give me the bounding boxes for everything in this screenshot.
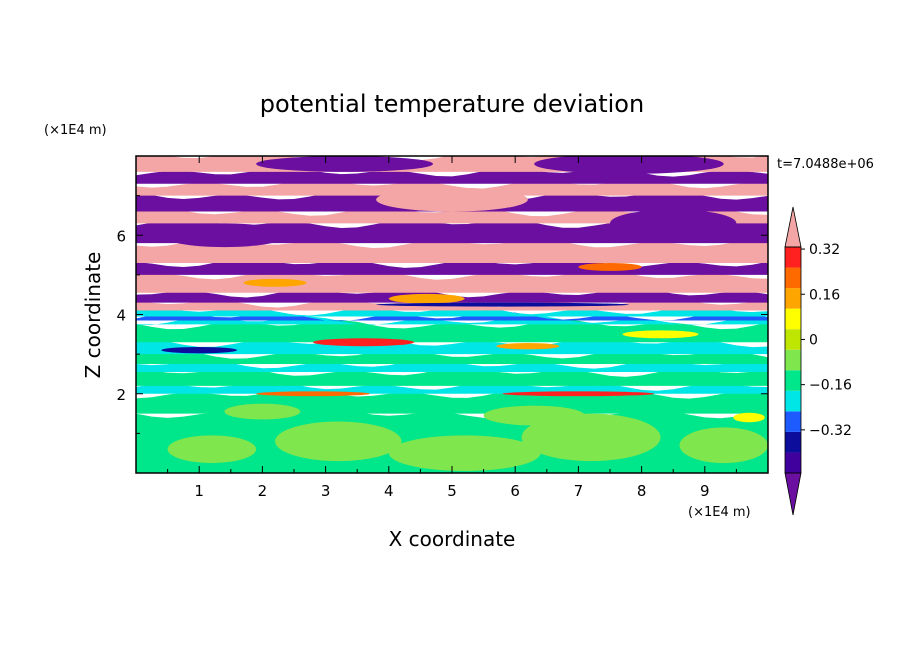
contour-band: [136, 305, 768, 317]
y-tick-label: 6: [116, 227, 126, 245]
contour-patch: [733, 412, 765, 423]
contour-band: [136, 319, 768, 343]
contour-patch: [161, 223, 288, 248]
x-unit-label: (×1E4 m): [688, 505, 751, 520]
contour-patch: [256, 391, 370, 397]
colorbar-extend-low: [784, 472, 802, 516]
chart-title: potential temperature deviation: [260, 90, 644, 118]
colorbar-swatch: [785, 370, 801, 391]
colorbar-swatch: [785, 452, 801, 473]
contour-patch: [376, 187, 528, 212]
contour-patch: [312, 338, 415, 347]
x-tick-label: 2: [258, 482, 268, 500]
colorbar-frame: [784, 246, 802, 474]
contour-patch: [224, 403, 301, 420]
colorbar-tick-label: 0.32: [809, 242, 840, 258]
x-tick-label: 1: [194, 482, 204, 500]
colorbar-swatch: [785, 431, 801, 453]
x-tick-label: 5: [447, 482, 457, 500]
contour-patch: [161, 346, 238, 354]
x-tick-label: 4: [384, 482, 394, 500]
colorbar-tick-label: −0.16: [809, 378, 852, 394]
y-tick-label: 2: [116, 386, 126, 404]
contour-patch: [256, 156, 434, 172]
contour-band: [136, 367, 768, 386]
x-tick-label: 9: [700, 482, 710, 500]
x-axis: 1 2 3 4 5 6 7 8 9: [167, 156, 737, 500]
x-axis-title: X coordinate: [389, 527, 516, 551]
y-axis-title: Z coordinate: [81, 252, 105, 379]
colorbar-tick-label: −0.32: [809, 423, 852, 439]
contour-patch: [610, 209, 737, 238]
colorbar-swatch: [785, 390, 801, 412]
contour-patch: [622, 330, 699, 339]
contour-band: [136, 238, 768, 263]
contour-patch: [388, 435, 541, 472]
contour-band: [136, 359, 768, 372]
x-tick-label: 8: [637, 482, 647, 500]
contour-patch: [502, 391, 655, 397]
contour-patch: [167, 435, 257, 464]
contour-patch: [376, 302, 629, 307]
x-tick-label: 6: [510, 482, 520, 500]
contour-patch: [275, 421, 402, 462]
contour-band: [136, 311, 768, 322]
colorbar-swatch: [785, 329, 801, 350]
y-tick-label: 4: [116, 307, 126, 325]
contour-patch: [388, 293, 465, 304]
colorbar-swatch: [785, 267, 801, 289]
contour-field: [136, 156, 768, 473]
colorbar: 0.32 0.16 0 −0.16 −0.32: [784, 206, 852, 516]
y-axis: 2 4 6: [116, 195, 768, 434]
y-unit-label: (×1E4 m): [44, 123, 107, 138]
time-label: t=7.0488e+06: [777, 157, 874, 172]
contour-patch: [483, 405, 585, 426]
colorbar-tick-label: 0: [809, 332, 818, 348]
x-tick-label: 3: [321, 482, 331, 500]
contour-band: [136, 218, 768, 244]
colorbar-swatch: [785, 411, 801, 432]
colorbar-swatch: [785, 247, 801, 268]
x-tick-label: 7: [574, 482, 584, 500]
contour-patch: [578, 262, 642, 271]
colorbar-tick-label: 0.16: [809, 287, 840, 303]
colorbar-extend-high: [784, 206, 802, 248]
contour-patch: [496, 343, 560, 350]
colorbar-swatch: [785, 349, 801, 371]
colorbar-swatch: [785, 308, 801, 330]
contour-band: [136, 270, 768, 293]
colorbar-swatch: [785, 288, 801, 309]
contour-patch: [521, 413, 661, 462]
contour-patch: [679, 427, 768, 464]
contour-patch: [534, 156, 724, 174]
contour-patch: [243, 278, 307, 287]
